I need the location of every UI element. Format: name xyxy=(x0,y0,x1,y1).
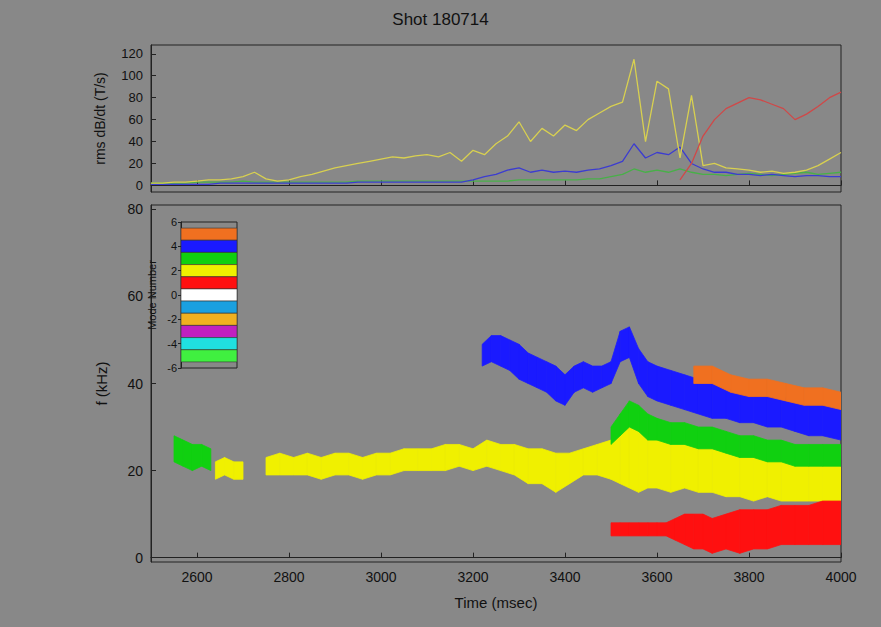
svg-text:f (kHz): f (kHz) xyxy=(93,361,110,405)
svg-text:-4: -4 xyxy=(167,338,177,350)
svg-text:-6: -6 xyxy=(167,362,177,374)
svg-text:100: 100 xyxy=(121,68,143,83)
svg-text:3600: 3600 xyxy=(641,569,672,585)
svg-text:80: 80 xyxy=(129,90,143,105)
svg-text:Time (msec): Time (msec) xyxy=(455,594,538,611)
svg-text:20: 20 xyxy=(129,156,143,171)
svg-text:2: 2 xyxy=(171,265,177,277)
svg-text:40: 40 xyxy=(127,376,143,392)
svg-text:4: 4 xyxy=(171,240,177,252)
svg-text:20: 20 xyxy=(127,463,143,479)
svg-text:4000: 4000 xyxy=(825,569,856,585)
svg-text:0: 0 xyxy=(171,289,177,301)
svg-text:60: 60 xyxy=(129,112,143,127)
svg-text:6: 6 xyxy=(171,216,177,228)
svg-text:40: 40 xyxy=(129,134,143,149)
svg-text:60: 60 xyxy=(127,288,143,304)
svg-text:3400: 3400 xyxy=(549,569,580,585)
svg-text:-2: -2 xyxy=(167,313,177,325)
svg-text:80: 80 xyxy=(127,201,143,217)
svg-text:Shot 180714: Shot 180714 xyxy=(392,10,488,29)
svg-text:0: 0 xyxy=(136,178,143,193)
svg-text:rms dB/dt (T/s): rms dB/dt (T/s) xyxy=(92,72,108,165)
svg-text:3800: 3800 xyxy=(733,569,764,585)
svg-text:2800: 2800 xyxy=(273,569,304,585)
svg-text:0: 0 xyxy=(135,550,143,566)
svg-text:3000: 3000 xyxy=(365,569,396,585)
svg-text:Mode Number: Mode Number xyxy=(146,260,158,330)
svg-text:3200: 3200 xyxy=(457,569,488,585)
svg-text:2600: 2600 xyxy=(181,569,212,585)
svg-text:120: 120 xyxy=(121,46,143,61)
